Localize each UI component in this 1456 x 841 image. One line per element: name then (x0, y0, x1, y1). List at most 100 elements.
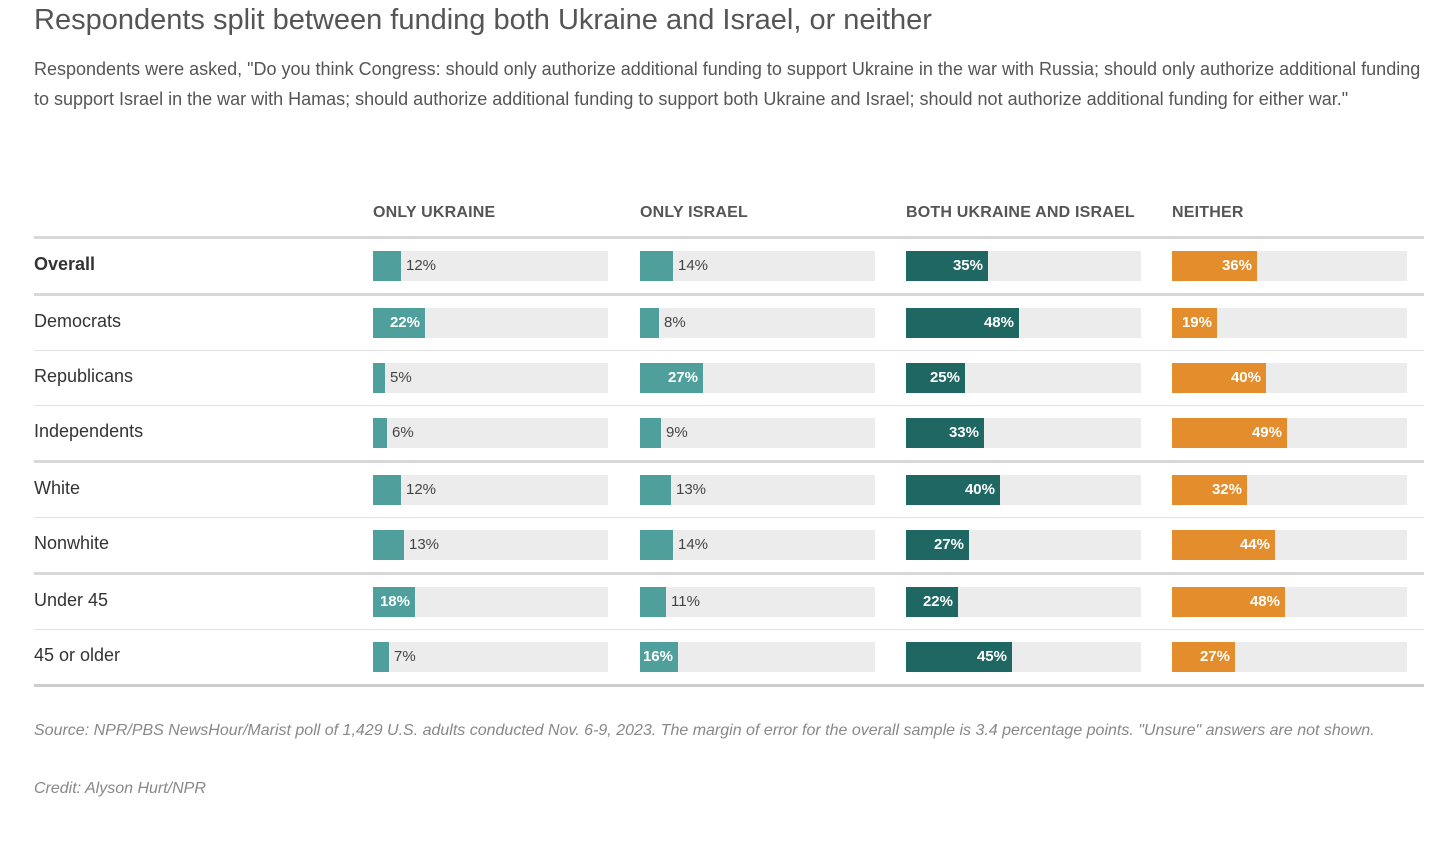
bar-track: 22% (906, 587, 1141, 617)
data-label: 48% (1249, 593, 1280, 610)
bar-neither (1172, 251, 1257, 281)
bar-track: 19% (1172, 308, 1407, 338)
bar-only-ukraine (373, 363, 385, 393)
bar-both-ukraine-and-israel (906, 308, 1019, 338)
bar-track: 32% (1172, 475, 1407, 505)
bar-neither (1172, 308, 1217, 338)
data-label: 6% (392, 424, 414, 441)
bar-track: 25% (906, 363, 1141, 393)
bar-track: 5% (373, 363, 608, 393)
bar-track: 33% (906, 418, 1141, 448)
bar-chart-table: ONLY UKRAINE ONLY ISRAEL BOTH UKRAINE AND … (34, 190, 1424, 687)
chart-subtitle: Respondents were asked, "Do you think Co… (34, 59, 1421, 109)
data-label: 48% (983, 314, 1014, 331)
table-row: Under 45 18% 11% 22% 48% (34, 575, 1424, 630)
bar-track: 48% (1172, 587, 1407, 617)
data-label: 40% (1230, 369, 1261, 386)
bar-track: 7% (373, 642, 608, 672)
bar-only-israel (640, 308, 659, 338)
table-row: Republicans 5% 27% 25% 40% (34, 351, 1424, 406)
bar-track: 40% (1172, 363, 1407, 393)
row-label: Democrats (34, 311, 122, 331)
row-label: White (34, 478, 81, 498)
bar-both-ukraine-and-israel (906, 642, 1012, 672)
row-label: Independents (34, 421, 144, 441)
bar-track: 8% (640, 308, 875, 338)
row-label: Republicans (34, 366, 134, 386)
column-header-only-ukraine: ONLY UKRAINE (373, 204, 496, 221)
data-label: 14% (678, 536, 709, 553)
bar-both-ukraine-and-israel (906, 363, 965, 393)
bar-only-ukraine (373, 642, 389, 672)
data-label: 13% (409, 536, 440, 553)
bar-track: 16% (640, 642, 875, 672)
bar-neither (1172, 587, 1285, 617)
data-label: 19% (1181, 314, 1212, 331)
bar-only-israel (640, 475, 671, 505)
bar-only-ukraine (373, 308, 425, 338)
bar-track: 11% (640, 587, 875, 617)
row-label: 45 or older (34, 645, 121, 665)
bar-neither (1172, 418, 1287, 448)
data-label: 9% (666, 424, 688, 441)
bar-neither (1172, 363, 1266, 393)
table-row: Nonwhite 13% 14% 27% 44% (34, 518, 1424, 575)
data-label: 13% (676, 481, 707, 498)
credit-line: Credit: Alyson Hurt/NPR (34, 780, 206, 797)
data-label: 45% (976, 648, 1007, 665)
data-label: 7% (394, 648, 416, 665)
bar-track: 27% (640, 363, 875, 393)
bar-track: 40% (906, 475, 1141, 505)
data-label: 16% (642, 648, 673, 665)
column-header-row: ONLY UKRAINE ONLY ISRAEL BOTH UKRAINE AND … (34, 190, 1424, 239)
bar-track: 9% (640, 418, 875, 448)
bar-track: 12% (373, 251, 608, 281)
bar-only-ukraine (373, 251, 401, 281)
column-header-both-ukraine-and-israel: BOTH UKRAINE AND ISRAEL (906, 204, 1135, 221)
bar-track: 12% (373, 475, 608, 505)
data-label: 35% (952, 257, 983, 274)
column-header-neither: NEITHER (1172, 204, 1244, 221)
bar-track: 35% (906, 251, 1141, 281)
bar-track: 27% (1172, 642, 1407, 672)
bar-both-ukraine-and-israel (906, 418, 984, 448)
data-label: 27% (933, 536, 964, 553)
row-label: Overall (34, 254, 96, 274)
table-row: 45 or older 7% 16% 45% 27% (34, 630, 1424, 687)
data-label: 22% (922, 593, 953, 610)
bar-track: 6% (373, 418, 608, 448)
data-label: 49% (1251, 424, 1282, 441)
bar-both-ukraine-and-israel (906, 251, 988, 281)
table-row: Democrats 22% 8% 48% 19% (34, 296, 1424, 351)
bar-only-israel (640, 251, 673, 281)
bar-track: 49% (1172, 418, 1407, 448)
data-label: 40% (964, 481, 995, 498)
bar-both-ukraine-and-israel (906, 530, 969, 560)
bar-track: 45% (906, 642, 1141, 672)
bar-track: 13% (640, 475, 875, 505)
data-label: 22% (389, 314, 420, 331)
data-label: 14% (678, 257, 709, 274)
bar-track: 18% (373, 587, 608, 617)
bar-only-ukraine (373, 530, 404, 560)
bar-both-ukraine-and-israel (906, 587, 958, 617)
bar-track: 44% (1172, 530, 1407, 560)
column-header-only-israel: ONLY ISRAEL (640, 204, 749, 221)
data-label: 12% (406, 257, 437, 274)
table-row: Independents 6% 9% 33% 49% (34, 406, 1424, 463)
bar-only-ukraine (373, 475, 401, 505)
chart-title: Respondents split between funding both U… (34, 4, 932, 36)
bar-track: 27% (906, 530, 1141, 560)
bar-only-israel (640, 418, 661, 448)
data-label: 5% (390, 369, 412, 386)
bar-only-ukraine (373, 418, 387, 448)
data-label: 12% (406, 481, 437, 498)
bar-only-israel (640, 642, 678, 672)
bar-only-israel (640, 587, 666, 617)
data-label: 36% (1221, 257, 1252, 274)
table-row: White 12% 13% 40% 32% (34, 463, 1424, 518)
data-label: 33% (948, 424, 979, 441)
source-footnote: Source: NPR/PBS NewsHour/Marist poll of … (34, 722, 1375, 739)
bar-track: 13% (373, 530, 608, 560)
data-label: 27% (667, 369, 698, 386)
